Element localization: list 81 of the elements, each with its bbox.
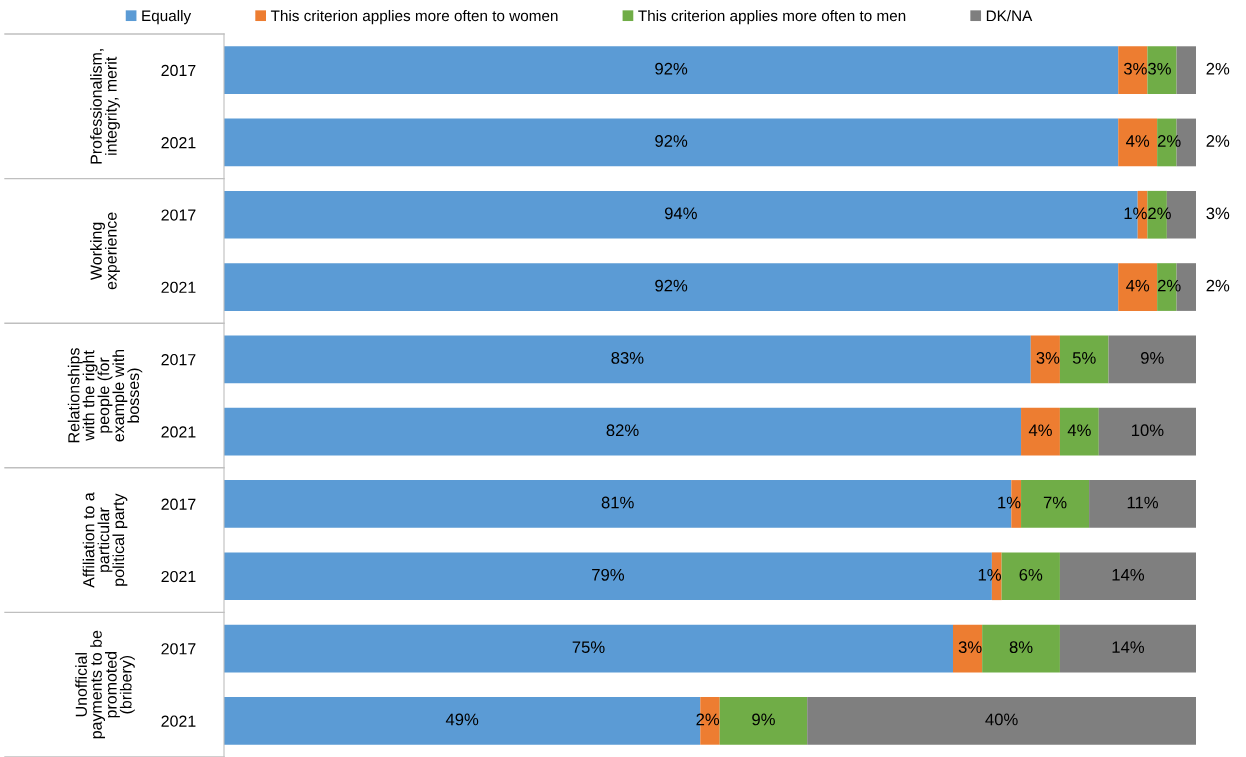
data-label: 49% <box>445 713 479 726</box>
legend-label: DK/NA <box>986 9 1033 22</box>
data-label: 4% <box>1126 135 1150 147</box>
bar <box>1089 480 1196 528</box>
legend-label: This criterion applies more often to men <box>638 9 906 25</box>
data-label: 2% <box>1157 135 1181 147</box>
bar <box>1059 407 1099 456</box>
data-label: 11% <box>1127 496 1159 509</box>
bar <box>224 46 1119 95</box>
data-label: 94% <box>664 207 697 220</box>
bar <box>719 696 808 745</box>
bar <box>1118 46 1148 95</box>
bar <box>807 696 1196 745</box>
data-label: 9% <box>1141 352 1164 364</box>
bar <box>1108 335 1196 384</box>
y-tick-label: 2017 <box>161 209 196 221</box>
bar <box>1098 407 1196 456</box>
bar <box>1059 335 1109 384</box>
y-tick-label: 2017 <box>161 64 196 77</box>
data-label: 79% <box>592 568 625 581</box>
data-label: 14% <box>1112 641 1145 653</box>
data-label: 92% <box>655 62 688 75</box>
data-label: 92% <box>655 279 688 292</box>
data-label: 9% <box>752 713 775 726</box>
legend-label: This criterion applies more often to women <box>270 9 558 25</box>
bar <box>1021 407 1060 456</box>
y-tick-label: 2017 <box>161 643 196 655</box>
y-tick-label: 2017 <box>161 353 196 366</box>
bar <box>953 624 983 673</box>
data-label: 3% <box>1036 352 1060 364</box>
bar <box>1030 335 1060 384</box>
data-label: 3% <box>958 641 982 654</box>
bar <box>1176 46 1196 95</box>
bar <box>224 335 1031 384</box>
bar <box>1118 118 1158 167</box>
bar <box>224 118 1119 167</box>
data-label: 5% <box>1072 352 1096 364</box>
data-label: 14% <box>1112 568 1145 581</box>
y-tick-label: 2021 <box>161 570 196 583</box>
y-tick-label: 2021 <box>161 715 196 727</box>
text: Professionalism, integrity, merit <box>90 49 120 164</box>
text: Working experience <box>90 212 120 290</box>
data-label: 75% <box>572 641 605 654</box>
y-tick-label: 2021 <box>161 137 196 149</box>
data-label: 40% <box>985 713 1018 726</box>
text: Affiliation to a particular political party <box>82 492 128 588</box>
data-label: 2% <box>1206 62 1230 75</box>
text: Relationships with the right people (for example with bosses) <box>67 348 143 443</box>
bar <box>982 624 1060 673</box>
data-label: 2% <box>1157 279 1181 292</box>
data-label: 2% <box>1206 135 1230 147</box>
data-label: 4% <box>1067 424 1091 437</box>
data-label: 6% <box>1019 568 1043 581</box>
y-tick-label: 2021 <box>161 281 196 293</box>
data-label: 83% <box>611 352 644 364</box>
data-label: 3% <box>1206 207 1230 220</box>
data-label: 81% <box>601 496 634 509</box>
data-label: 4% <box>1028 424 1052 437</box>
bar <box>1118 263 1158 311</box>
text: Unofficial payments to be promoted (bribery) <box>75 630 135 739</box>
y-tick-label: 2021 <box>161 426 196 438</box>
data-label: 4% <box>1126 279 1150 292</box>
bar <box>1021 480 1090 528</box>
bar <box>224 263 1119 311</box>
bar <box>224 407 1022 456</box>
y-tick-label: 2017 <box>161 498 196 510</box>
data-label: 82% <box>606 424 639 437</box>
data-label: 7% <box>1043 496 1067 509</box>
data-label: 2% <box>1206 279 1230 292</box>
legend-label: Equally <box>142 9 192 25</box>
data-label: 8% <box>1009 641 1033 654</box>
data-label: 3% <box>1148 62 1171 75</box>
bar <box>224 624 953 673</box>
data-label: 3% <box>1123 62 1147 75</box>
data-label: 92% <box>655 135 688 147</box>
bar <box>1147 46 1177 95</box>
bar <box>1059 552 1196 601</box>
data-label: 10% <box>1131 424 1164 437</box>
bar <box>1059 624 1196 673</box>
bar <box>1001 552 1060 601</box>
data-label: 2% <box>1148 207 1171 220</box>
